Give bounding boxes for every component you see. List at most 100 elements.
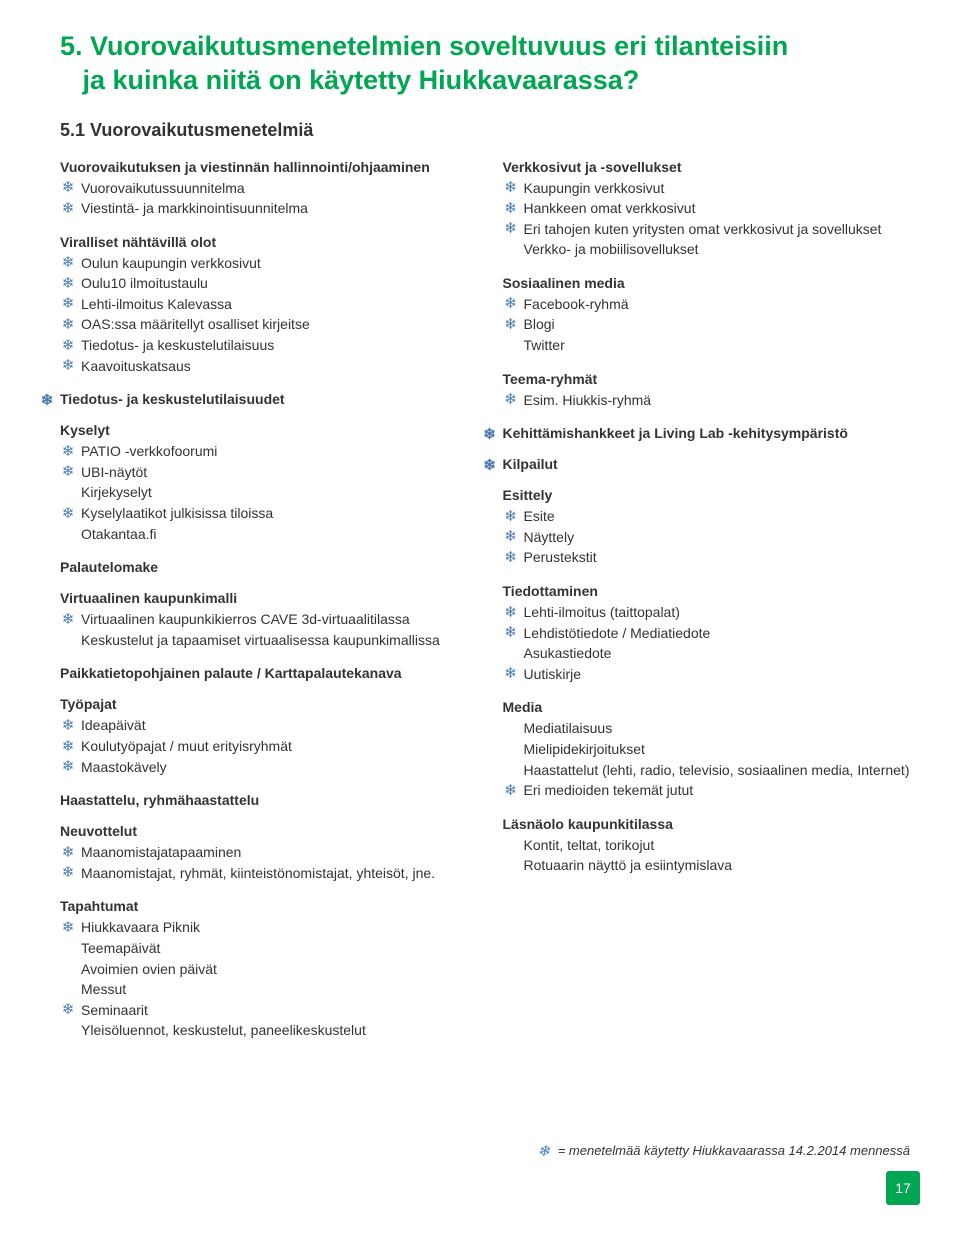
section-heading: Esittely: [503, 487, 911, 503]
item-text: Mielipidekirjoitukset: [524, 740, 645, 760]
snowflake-icon: ❄: [60, 1002, 76, 1018]
item-text: Teemapäivät: [81, 939, 160, 959]
list-item: ❄Koulutyöpajat / muut erityisryhmät: [60, 737, 468, 757]
snowflake-icon: ❄: [60, 505, 76, 521]
list-item: Kontit, teltat, torikojut: [503, 836, 911, 856]
item-text: UBI-näytöt: [81, 463, 147, 483]
section: Neuvottelut❄Maanomistajatapaaminen❄Maano…: [60, 823, 468, 883]
item-text: Viestintä- ja markkinointisuunnitelma: [81, 199, 308, 219]
snowflake-icon: ❄: [60, 759, 76, 775]
item-text: Lehdistötiedote / Mediatiedote: [524, 624, 711, 644]
list-item: ❄Uutiskirje: [503, 665, 911, 685]
item-text: Hankkeen omat verkkosivut: [524, 199, 696, 219]
section: Palautelomake: [60, 559, 468, 575]
item-text: Hiukkavaara Piknik: [81, 918, 200, 938]
list-item: Rotuaarin näyttö ja esiintymislava: [503, 856, 911, 876]
section-heading: Kyselyt: [60, 422, 468, 438]
section-heading: Sosiaalinen media: [503, 275, 911, 291]
item-text: Haastattelut (lehti, radio, televisio, s…: [524, 761, 910, 781]
snowflake-icon: ❄: [503, 508, 519, 524]
snowflake-icon: ❄: [60, 738, 76, 754]
section-heading: Tiedottaminen: [503, 583, 911, 599]
section: Läsnäolo kaupunkitilassaKontit, teltat, …: [503, 816, 911, 876]
section: Vuorovaikutuksen ja viestinnän hallinnoi…: [60, 159, 468, 219]
item-text: PATIO -verkkofoorumi: [81, 442, 217, 462]
section: ❄Tiedotus- ja keskustelutilaisuudet: [60, 391, 468, 407]
item-text: Lehti-ilmoitus (taittopalat): [524, 603, 680, 623]
section: Sosiaalinen media❄Facebook-ryhmä❄BlogiTw…: [503, 275, 911, 356]
item-list: ❄ Hiukkavaara PiknikTeemapäivätAvoimien o…: [60, 918, 468, 1041]
item-text: Asukastiedote: [524, 644, 612, 664]
list-item: ❄Kyselylaatikot julkisissa tiloissa: [60, 504, 468, 524]
list-item: ❄Maanomistajatapaaminen: [60, 843, 468, 863]
snowflake-icon: ❄: [60, 255, 76, 271]
section-heading: Paikkatietopohjainen palaute / Karttapal…: [60, 665, 468, 681]
snowflake-icon: ❄: [60, 180, 76, 196]
list-item: ❄Lehti-ilmoitus (taittopalat): [503, 603, 911, 623]
item-list: ❄Ideapäivät❄Koulutyöpajat / muut erityis…: [60, 716, 468, 777]
list-item: ❄ Tiedotus- ja keskustelutilaisuus: [60, 336, 468, 356]
item-text: Oulu10 ilmoitustaulu: [81, 274, 208, 294]
item-text: Messut: [81, 980, 126, 1000]
snowflake-icon: ❄: [60, 717, 76, 733]
list-item: ❄ Esite: [503, 507, 911, 527]
item-list: ❄ Kaupungin verkkosivut ❄ Hankkeen omat ver…: [503, 179, 911, 260]
legend: ❄ = menetelmää käytetty Hiukkavaarassa 1…: [536, 1142, 910, 1158]
section: Haastattelu, ryhmähaastattelu: [60, 792, 468, 808]
list-item: ❄ Kaupungin verkkosivut: [503, 179, 911, 199]
item-text: Blogi: [524, 315, 555, 335]
section-heading: Haastattelu, ryhmähaastattelu: [60, 792, 468, 808]
list-item: ❄ PATIO -verkkofoorumi: [60, 442, 468, 462]
item-text: Mediatilaisuus: [524, 719, 613, 739]
item-text: Kaupungin verkkosivut: [524, 179, 665, 199]
item-text: Rotuaarin näyttö ja esiintymislava: [524, 856, 733, 876]
item-text: Avoimien ovien päivät: [81, 960, 217, 980]
snowflake-icon: ❄: [60, 919, 76, 935]
section: ❄Kehittämishankkeet ja Living Lab -kehit…: [503, 425, 911, 441]
list-item: Haastattelut (lehti, radio, televisio, s…: [503, 761, 911, 781]
title-line-1: 5. Vuorovaikutusmenetelmien soveltuvuus …: [60, 31, 788, 61]
subsection-title: 5.1 Vuorovaikutusmenetelmiä: [60, 120, 910, 141]
section-heading: Teema-ryhmät: [503, 371, 911, 387]
item-text: Esim. Hiukkis-ryhmä: [524, 391, 652, 411]
section-heading: Työpajat: [60, 696, 468, 712]
snowflake-icon: ❄: [503, 200, 519, 216]
item-text: Maanomistajatapaaminen: [81, 843, 241, 863]
list-item: Avoimien ovien päivät: [60, 960, 468, 980]
snowflake-icon: ❄: [60, 443, 76, 459]
snowflake-icon: ❄: [503, 180, 519, 196]
item-text: Kaavoituskatsaus: [81, 357, 191, 377]
snowflake-icon: ❄: [503, 549, 519, 565]
list-item: ❄ Esim. Hiukkis-ryhmä: [503, 391, 911, 411]
item-text: Kirjekyselyt: [81, 483, 152, 503]
snowflake-icon: ❄: [60, 865, 76, 881]
item-text: Uutiskirje: [524, 665, 582, 685]
list-item: ❄ Blogi: [503, 315, 911, 335]
list-item: Mielipidekirjoitukset: [503, 740, 911, 760]
item-text: Esite: [524, 507, 555, 527]
snowflake-icon: ❄: [503, 316, 519, 332]
list-item: ❄ Hiukkavaara Piknik: [60, 918, 468, 938]
section-heading: Viralliset nähtävillä olot: [60, 234, 468, 250]
snowflake-icon: ❄: [503, 392, 519, 408]
heading-text: Kilpailut: [503, 456, 558, 472]
snowflake-icon: ❄: [60, 337, 76, 353]
list-item: ❄Eri medioiden tekemät jutut: [503, 781, 911, 801]
snowflake-icon: ❄: [60, 200, 76, 216]
item-text: Maanomistajat, ryhmät, kiinteistönomista…: [81, 864, 435, 884]
list-item: ❄Virtuaalinen kaupunkikierros CAVE 3d-vi…: [60, 610, 468, 630]
snowflake-icon: ❄: [482, 457, 498, 473]
section-heading: Verkkosivut ja -sovellukset: [503, 159, 911, 175]
snowflake-icon: ❄: [503, 625, 519, 641]
section-heading: ❄Kehittämishankkeet ja Living Lab -kehit…: [482, 425, 911, 441]
section-heading: ❄Tiedotus- ja keskustelutilaisuudet: [39, 391, 468, 407]
item-text: Lehti-ilmoitus Kalevassa: [81, 295, 232, 315]
snowflake-icon: ❄: [60, 275, 76, 291]
item-text: Tiedotus- ja keskustelutilaisuus: [81, 336, 274, 356]
section: Tapahtumat❄Hiukkavaara PiknikTeemapäivät…: [60, 898, 468, 1041]
item-text: Twitter: [524, 336, 565, 356]
item-text: Eri medioiden tekemät jutut: [524, 781, 694, 801]
list-item: ❄Eri tahojen kuten yritysten omat verkko…: [503, 220, 911, 240]
list-item: Otakantaa.fi: [60, 525, 468, 545]
item-text: Verkko- ja mobiilisovellukset: [524, 240, 699, 260]
